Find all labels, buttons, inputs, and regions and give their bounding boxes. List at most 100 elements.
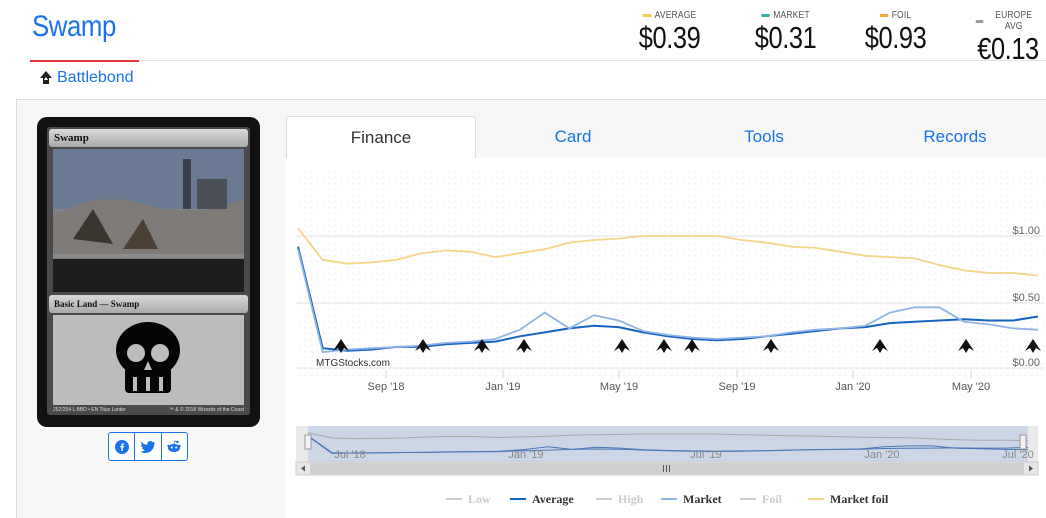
chevron-left-icon[interactable] [301,465,305,472]
reddit-icon [167,440,182,452]
navigator-selection[interactable] [308,426,1028,462]
y-tick-label: $0.00 [1012,357,1040,369]
navigator-tick-label: Jul '20 [1002,449,1033,461]
tab-card[interactable]: Card [554,127,592,146]
theros-set-icon[interactable] [872,339,888,353]
legend-item-market-foil[interactable]: Market foil [808,492,889,506]
m19-set-icon[interactable] [415,339,431,353]
europe-label: EUROPE AVG [995,10,1033,32]
twitter-share-button[interactable] [135,433,162,460]
foil-price: FOIL $0.93 [858,10,933,56]
chart-watermark: MTGStocks.com [316,358,390,369]
card-art-landscape [53,149,244,292]
legend-item-average[interactable]: Average [510,492,574,506]
foil-value: $0.93 [864,20,927,55]
navigator-left-handle[interactable] [304,434,312,450]
x-tick-label: Jan '20 [835,381,870,393]
legend-label: Low [468,492,491,506]
tab-finance[interactable]: Finance [286,116,476,158]
twitter-icon [140,440,155,453]
x-tick-label: Jan '19 [485,381,520,393]
x-tick-label: May '20 [952,381,990,393]
card-collector-info: 252/254 L BBD • EN Titus Lunter [53,407,126,413]
market-label: MARKET [773,10,810,21]
market-value: $0.31 [754,20,817,55]
title-underline [30,60,139,62]
tab-records[interactable]: Records [923,127,987,146]
set-release-icons [333,339,1041,353]
set-code: BBD • EN [76,407,99,413]
x-axis-labels: Sep '18 Jan '19 May '19 Sep '19 Jan '20 May '… [368,370,990,393]
x-tick-label: May '19 [600,381,638,393]
chevron-right-icon[interactable] [1029,465,1033,472]
navigator-line [307,435,1029,454]
legend-label: High [618,492,644,506]
average-value: $0.39 [638,20,701,55]
card-text-box [53,315,244,405]
ravnica-allegiance-set-icon[interactable] [516,339,532,353]
legend-item-market[interactable]: Market [661,492,722,506]
set-name: Battlebond [57,69,134,86]
ikoria-set-icon[interactable] [958,339,974,353]
navigator-tick-label: Jul '19 [690,449,721,461]
card-name-bar: Swamp [49,129,248,147]
modern-horizons-set-icon[interactable] [656,339,672,353]
price-chart: $1.00 $0.50 $0.00 Sep '18 Jan '19 May '19 Sep… [286,158,1046,518]
facebook-share-button[interactable] [109,433,136,460]
detail-tabs: Finance Card Tools Records [286,116,1046,158]
share-buttons [108,432,188,461]
artist: Titus Lunter [99,407,126,413]
chart-legend: Low Average High Market Foil Market foil [446,492,889,506]
navigator-tick-label: Jan '19 [508,449,543,461]
scrollbar-grip-icon [663,465,670,472]
reddit-share-button[interactable] [162,433,187,460]
series-line-market-foil [297,227,1039,277]
card-art [53,149,244,292]
card-image[interactable]: Swamp Basic Land — Swamp [37,117,260,427]
x-tick-label: Sep '18 [368,381,405,393]
navigator-lines [307,432,1029,454]
m21-set-icon[interactable] [1025,339,1041,353]
europe-value: €0.13 [977,31,1039,66]
war-of-the-spark-set-icon[interactable] [614,339,630,353]
market-price: MARKET $0.31 [748,10,823,56]
card-header: Swamp Battlebond AVERAGE $0.39 MARKET $0… [0,0,1046,100]
set-link[interactable]: Battlebond [38,69,134,87]
average-label: AVERAGE [654,10,697,21]
legend-label: Foil [762,492,783,506]
header-divider [139,60,1046,61]
dominaria-set-icon[interactable] [333,339,349,353]
card-copyright: ™ & © 2018 Wizards of the Coast [168,407,244,413]
legend-label: Market foil [830,492,889,506]
legend-item-high[interactable]: High [596,492,644,506]
y-tick-label: $0.50 [1012,292,1040,304]
collector-number: 252/254 L [53,407,76,413]
market-swatch [761,14,770,17]
battlebond-set-icon [40,71,52,84]
average-swatch [642,14,652,17]
legend-label: Average [532,492,574,506]
facebook-icon [114,439,129,454]
tab-tools[interactable]: Tools [744,127,784,146]
navigator-right-handle[interactable] [1019,434,1027,450]
legend-label: Market [683,492,722,506]
card-type-line: Basic Land — Swamp [49,295,248,313]
swamp-mana-symbol [116,322,180,393]
m20-set-icon[interactable] [684,339,700,353]
europe-swatch [975,19,984,23]
card-title: Swamp [32,10,116,43]
navigator-line [307,432,1029,442]
legend-item-foil[interactable]: Foil [740,492,783,506]
navigator-tick-label: Jan '20 [864,449,899,461]
foil-swatch [879,14,889,17]
card-frame: Swamp Basic Land — Swamp [47,127,250,415]
throne-of-eldraine-set-icon[interactable] [763,339,779,353]
navigator-tick-label: Jul '18 [334,449,365,461]
ultimate-masters-set-icon[interactable] [474,339,490,353]
foil-label: FOIL [891,10,912,21]
navigator-axis-labels: Jul '18 Jan '19 Jul '19 Jan '20 Jul '20 [334,449,1033,461]
europe-avg-price: EUROPE AVG €0.13 [970,10,1046,67]
x-tick-label: Sep '19 [719,381,756,393]
average-price: AVERAGE $0.39 [632,10,707,56]
legend-item-low[interactable]: Low [446,492,491,506]
